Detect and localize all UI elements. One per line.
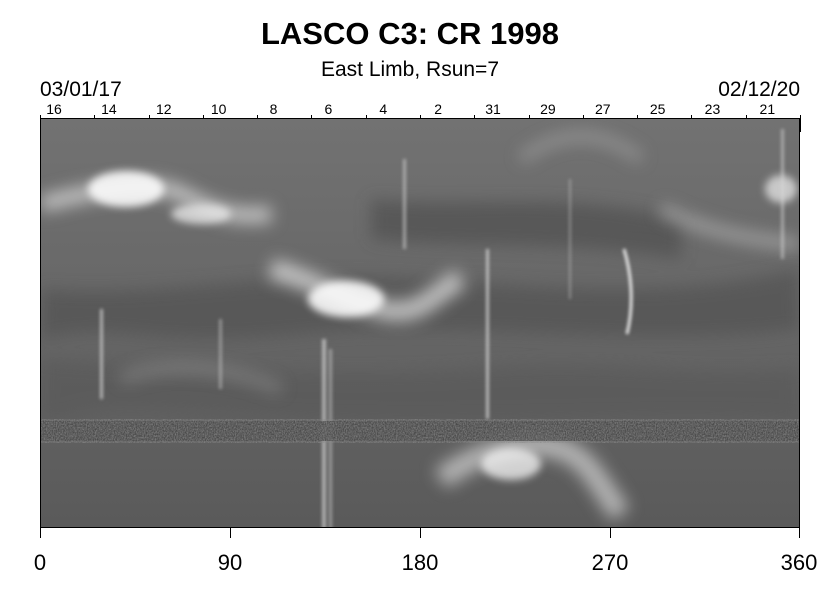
longitude-tick-label: 270 — [591, 550, 629, 575]
date-end-label: 02/12/20 — [718, 78, 800, 101]
top-date-tick-label: 2 — [434, 101, 443, 117]
top-date-tick-label: 10 — [210, 101, 227, 117]
top-date-tick-label: 31 — [485, 101, 501, 117]
top-date-tick-label: 21 — [759, 101, 776, 117]
page-subtitle: East Limb, Rsun=7 — [320, 58, 499, 81]
longitude-tick — [610, 528, 611, 538]
longitude-tick-label: 180 — [401, 550, 439, 575]
longitude-tick — [799, 528, 800, 538]
coronagraph-image — [41, 119, 799, 527]
top-date-tick-label: 16 — [46, 101, 62, 117]
longitude-tick — [420, 528, 421, 538]
longitude-tick-label: 0 — [33, 550, 47, 575]
top-date-tick-label: 23 — [704, 101, 721, 117]
top-date-tick-label: 12 — [155, 101, 172, 117]
page-title: LASCO C3: CR 1998 — [260, 16, 560, 51]
synoptic-map-image — [40, 118, 800, 528]
longitude-tick-label: 360 — [780, 550, 818, 575]
top-date-tick-label: 4 — [379, 101, 388, 117]
top-date-tick-label: 27 — [594, 101, 611, 117]
top-axis-tick — [800, 115, 801, 132]
top-date-tick-label: 14 — [101, 101, 117, 117]
date-start-label: 03/01/17 — [40, 78, 122, 101]
longitude-tick — [230, 528, 231, 538]
top-date-tick-label: 6 — [324, 101, 333, 117]
longitude-tick-label: 90 — [217, 550, 243, 575]
longitude-axis: 0 90 180 270 360 — [34, 528, 817, 598]
top-date-tick-label: 25 — [649, 101, 666, 117]
top-date-tick-label: 29 — [540, 101, 556, 117]
longitude-tick — [40, 528, 41, 538]
top-date-tick-label: 8 — [269, 101, 278, 117]
